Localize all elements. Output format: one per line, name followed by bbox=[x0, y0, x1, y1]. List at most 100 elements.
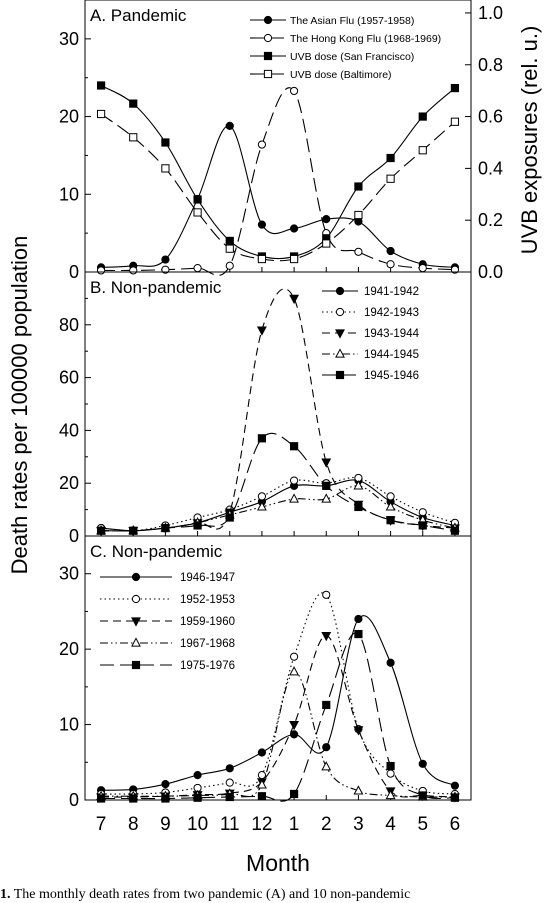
series-line bbox=[101, 615, 456, 791]
data-point bbox=[289, 86, 299, 96]
data-point bbox=[129, 794, 138, 803]
data-point bbox=[385, 501, 396, 511]
x-tick-label: 10 bbox=[187, 814, 208, 835]
data-point bbox=[354, 247, 363, 256]
y-tick-label: 30 bbox=[59, 564, 79, 584]
y-tick-label: 10 bbox=[59, 184, 79, 204]
data-point bbox=[289, 442, 299, 451]
data-point bbox=[225, 236, 234, 246]
data-point bbox=[322, 700, 331, 710]
legend: 1941-1942 1942-1943 1943-1944 1944-1945 1945… bbox=[322, 286, 420, 382]
data-point bbox=[321, 631, 332, 642]
data-point bbox=[321, 493, 332, 503]
data-point bbox=[96, 81, 106, 90]
data-point bbox=[225, 764, 234, 773]
data-point bbox=[96, 109, 106, 119]
data-point bbox=[386, 516, 395, 525]
legend-label: The Hong Kong Flu (1968-1969) bbox=[290, 33, 441, 45]
legend-label: 1946-1947 bbox=[180, 572, 235, 584]
legend-label: 1952-1953 bbox=[180, 594, 235, 606]
series-1967-1968 bbox=[96, 666, 460, 801]
data-point bbox=[257, 254, 267, 264]
data-point bbox=[289, 730, 299, 739]
data-point bbox=[225, 513, 234, 522]
data-point bbox=[161, 138, 170, 147]
data-point bbox=[321, 761, 332, 771]
x-axis-label: Month bbox=[246, 850, 310, 876]
legend-marker bbox=[335, 329, 345, 339]
y2-tick-label: 0.4 bbox=[478, 158, 503, 178]
data-point bbox=[385, 789, 396, 800]
legend: The Asian Flu (1957-1958) The Hong Kong F… bbox=[250, 15, 441, 81]
data-point bbox=[289, 789, 299, 799]
data-point bbox=[289, 720, 300, 731]
data-point bbox=[225, 121, 234, 130]
legend-marker bbox=[131, 637, 141, 647]
legend-marker bbox=[131, 594, 141, 604]
caption-text: The monthly death rates from two pandemi… bbox=[10, 887, 411, 902]
data-point bbox=[193, 195, 202, 204]
series-line bbox=[101, 87, 455, 276]
data-point bbox=[450, 793, 460, 802]
legend-label: 1942-1943 bbox=[364, 307, 419, 319]
data-point bbox=[96, 266, 106, 275]
legend-marker bbox=[263, 15, 273, 25]
series-line bbox=[101, 125, 455, 268]
legend-label: UVB dose (Baltimore) bbox=[290, 69, 392, 81]
data-point bbox=[225, 261, 234, 270]
legend-marker bbox=[335, 348, 345, 358]
data-point bbox=[161, 523, 170, 533]
series-uvb-dose-baltimore- bbox=[96, 109, 460, 264]
data-point bbox=[386, 246, 395, 256]
data-point bbox=[161, 265, 170, 274]
series-line bbox=[101, 592, 455, 795]
series-line bbox=[101, 671, 455, 798]
data-point bbox=[418, 146, 427, 155]
x-tick-label: 11 bbox=[220, 814, 240, 835]
data-point bbox=[225, 778, 234, 787]
data-point bbox=[418, 264, 427, 273]
panel-c: 0 10 20 30 C. Non-pandemic 1946-1947 1952-1953… bbox=[59, 535, 472, 810]
legend-marker bbox=[263, 69, 273, 79]
x-tick-label: 9 bbox=[160, 814, 171, 835]
legend-label: 1959-1960 bbox=[180, 616, 235, 628]
y-tick-label: 20 bbox=[59, 473, 79, 493]
data-point bbox=[354, 210, 363, 220]
data-point bbox=[257, 434, 267, 443]
data-point bbox=[321, 458, 332, 468]
series-line bbox=[101, 432, 456, 532]
caption-number: 1. bbox=[0, 887, 11, 902]
data-point bbox=[225, 792, 234, 802]
y-tick-label: 0 bbox=[69, 790, 79, 810]
y-tick-label: 0 bbox=[69, 526, 79, 546]
series-1942-1943 bbox=[96, 473, 460, 535]
y-tick-label: 10 bbox=[59, 715, 79, 735]
data-point bbox=[322, 239, 331, 248]
x-tick-label: 5 bbox=[417, 814, 428, 835]
series-1975-1976 bbox=[96, 629, 460, 803]
data-point bbox=[386, 260, 395, 269]
series-the-asian-flu-1957-1958- bbox=[96, 121, 460, 272]
x-tick-label: 2 bbox=[321, 814, 332, 835]
data-point bbox=[450, 117, 460, 126]
panel-label: B. Non-pandemic bbox=[90, 278, 222, 297]
data-point bbox=[418, 112, 427, 121]
y-tick-label: 80 bbox=[59, 315, 79, 335]
legend-marker bbox=[263, 33, 273, 43]
series-1959-1960 bbox=[96, 631, 460, 803]
data-point bbox=[354, 182, 363, 191]
legend-marker bbox=[335, 286, 345, 296]
data-point bbox=[418, 521, 427, 530]
y-tick-label: 0 bbox=[69, 262, 79, 282]
data-point bbox=[161, 794, 170, 803]
y2-tick-label: 0.2 bbox=[478, 210, 503, 230]
data-point bbox=[386, 153, 395, 163]
series-1945-1946 bbox=[96, 432, 460, 535]
data-point bbox=[450, 781, 460, 790]
data-point bbox=[450, 83, 460, 93]
series-line bbox=[101, 635, 455, 798]
series-1944-1945 bbox=[96, 480, 460, 535]
data-point bbox=[257, 220, 267, 229]
legend-marker bbox=[335, 370, 345, 380]
